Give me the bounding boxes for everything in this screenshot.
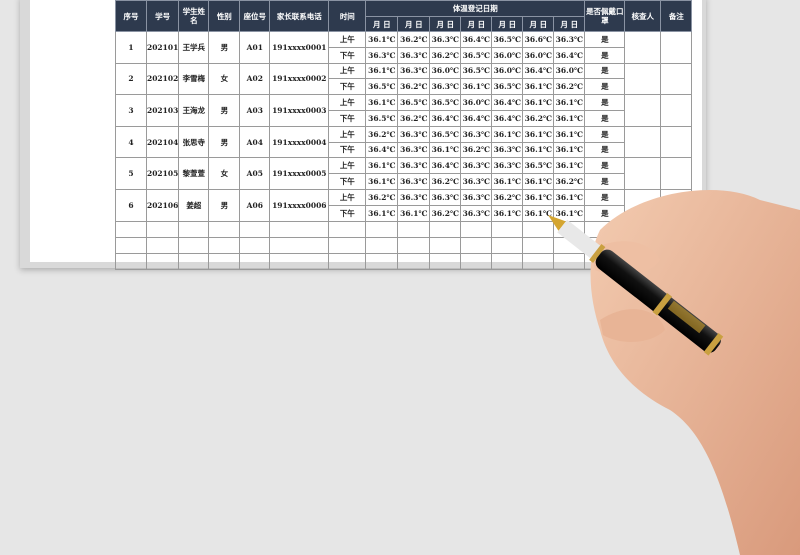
remark-cell[interactable] — [660, 62, 693, 96]
index-cell[interactable]: 1 — [115, 31, 147, 64]
header-date-5: 月 日 — [491, 16, 524, 32]
empty-cell[interactable] — [145, 252, 180, 270]
student-id-cell[interactable]: 202101 — [145, 31, 180, 64]
checker-cell[interactable] — [624, 62, 662, 96]
student-id-cell[interactable]: 202104 — [145, 125, 180, 159]
student-id-cell[interactable]: 202105 — [145, 157, 180, 190]
student-id-cell[interactable]: 202102 — [145, 62, 180, 96]
table-row: 5 202105 黎萱萱女 A05 191xxxx0005 上午 36.1℃ 36.3℃ 36.… — [115, 157, 693, 190]
header-temp-group: 体温登记日期 — [365, 0, 586, 17]
name-cell[interactable]: 姜超 — [178, 188, 210, 222]
table-row: 下午 36.1℃ 36.1℃ 36.2℃ 36.3℃ 36.1℃ 36.1℃ 36.1℃ 是 — [116, 204, 692, 222]
gender-cell[interactable]: 男 — [208, 125, 241, 159]
phone-cell[interactable]: 191xxxx0002 — [269, 62, 330, 96]
checker-cell[interactable] — [624, 94, 662, 127]
index-cell[interactable]: 6 — [115, 188, 147, 222]
name-cell[interactable]: 李雪梅 — [178, 62, 210, 96]
table-row: 4 202104 张思寺男 A04 191xxxx0004 上午 36.2℃ 36.3℃ 36.… — [115, 125, 693, 159]
remark-cell[interactable] — [660, 94, 693, 127]
name-cell[interactable]: 王学兵 — [178, 31, 210, 64]
gender-cell[interactable]: 男 — [208, 94, 241, 127]
header-date-2: 月 日 — [397, 16, 431, 32]
index-cell[interactable]: 5 — [115, 157, 147, 190]
header-index: 序号 — [115, 0, 147, 32]
header-phone: 家长联系电话 — [269, 0, 330, 32]
header-student-id: 学号 — [145, 0, 180, 32]
name-cell[interactable]: 王海龙 — [178, 94, 210, 127]
temperature-log-table: 序号 学号 学生姓名 性别 座位号 家长联系电话 时间 体温登记日期 是否佩戴口… — [115, 0, 693, 270]
header-gender: 性别 — [208, 0, 241, 32]
header-mask: 是否佩戴口罩 — [584, 0, 626, 32]
phone-cell[interactable]: 191xxxx0003 — [269, 94, 330, 127]
student-id-cell[interactable]: 202106 — [145, 188, 180, 222]
header-checker: 核查人 — [624, 0, 662, 32]
header-remark: 备注 — [660, 0, 693, 32]
table-row: 下午 36.5℃ 36.2℃ 36.4℃ 36.4℃ 36.4℃ 36.2℃ 36.1℃ 是 — [116, 109, 692, 127]
table-row: 2 202102 李雪梅女 A02 191xxxx0002 上午 36.1℃ 36.3℃ 36.… — [115, 62, 693, 96]
header-date-1: 月 日 — [365, 16, 399, 32]
header-date-4: 月 日 — [460, 16, 493, 32]
table-row: 1 202101 王学兵男 A01 191xxxx0001 上午 36.1℃ 36.2℃ 36.… — [115, 31, 693, 64]
header-date-7: 月 日 — [553, 16, 586, 32]
phone-cell[interactable]: 191xxxx0004 — [269, 125, 330, 159]
header-name: 学生姓名 — [178, 0, 210, 32]
table-row: 下午 36.5℃ 36.2℃ 36.3℃ 36.1℃ 36.5℃ 36.1℃ 36.2℃ 是 — [116, 78, 692, 96]
table-row: 6 202106 姜超男 A06 191xxxx0006 上午 36.2℃ 36.3℃ 36.3… — [115, 188, 693, 222]
header-date-6: 月 日 — [522, 16, 555, 32]
header-time: 时间 — [328, 0, 367, 32]
gender-cell[interactable]: 女 — [208, 62, 241, 96]
header-seat: 座位号 — [239, 0, 271, 32]
table-row: 下午 36.4℃ 36.3℃ 36.1℃ 36.2℃ 36.3℃ 36.1℃ 36.1℃ 是 — [116, 141, 692, 159]
